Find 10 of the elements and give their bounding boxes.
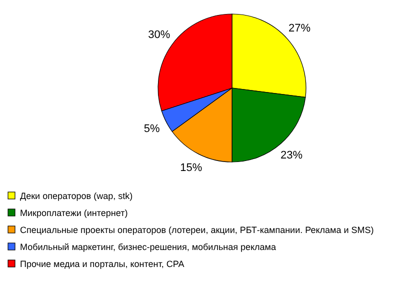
legend-label: Прочие медиа и порталы, контент, CPA [20,259,184,269]
data-label: 15% [180,162,202,174]
data-label: 5% [144,122,160,135]
legend-label: Микроплатежи (интернет) [20,208,128,218]
data-label: 27% [288,22,311,34]
data-label: 23% [280,150,303,162]
legend-label: Специальные проекты операторов (лотереи, акции, РБТ-кампании. Реклама и SMS) [20,225,374,235]
legend-label: Мобильный маркетинг, бизнес-решения, мобильная реклама [20,242,276,252]
data-label: 30% [148,29,170,42]
legend-label: Деки операторов (wap, stk) [20,191,133,201]
